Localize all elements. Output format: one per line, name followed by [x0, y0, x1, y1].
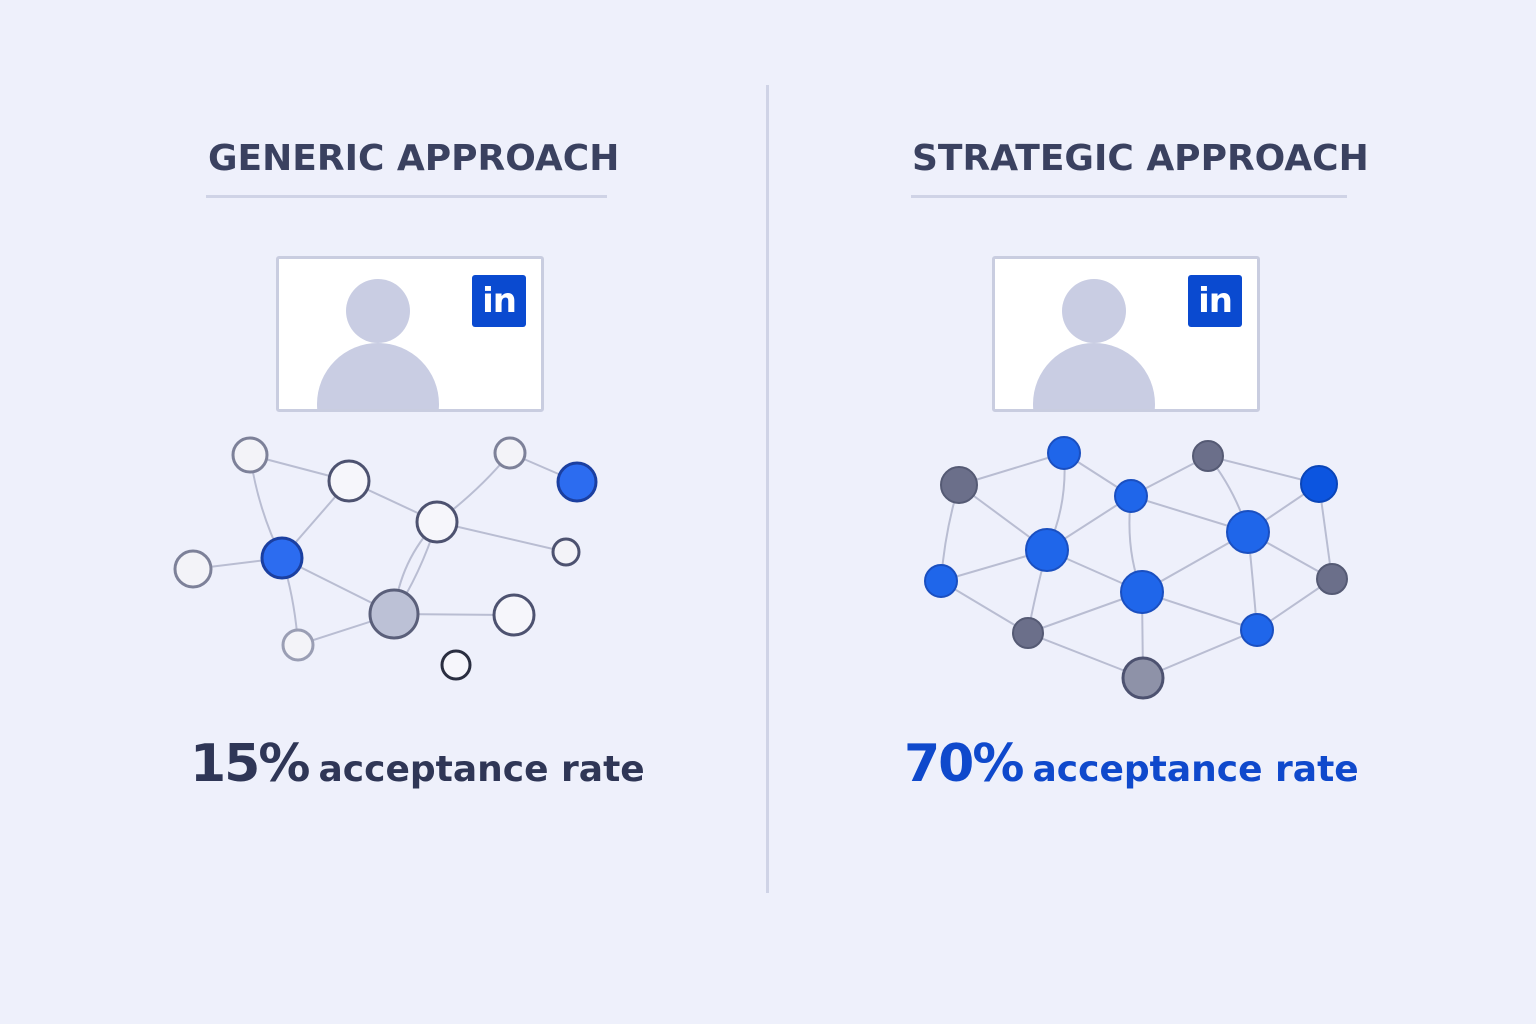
linkedin-logo-icon: in: [1188, 275, 1242, 327]
strategic-title-underline: [911, 195, 1347, 198]
center-divider: [766, 85, 769, 893]
strategic-acceptance-rate: 70% acceptance rate: [904, 734, 1359, 794]
network-node-active: [556, 461, 598, 503]
strategic-rate-label: acceptance rate: [1032, 749, 1359, 790]
network-node: [492, 593, 536, 637]
network-node: [1121, 656, 1165, 700]
network-node-active: [1025, 528, 1069, 572]
network-node: [1316, 563, 1348, 595]
user-avatar-icon: [346, 279, 410, 343]
network-node: [173, 549, 213, 589]
strategic-profile-card: in: [992, 256, 1260, 412]
generic-title-underline: [206, 195, 607, 198]
network-node-active: [1226, 510, 1270, 554]
strategic-approach-title: STRATEGIC APPROACH: [912, 138, 1369, 179]
network-node: [368, 588, 420, 640]
network-node: [940, 466, 978, 504]
network-node-active: [924, 564, 958, 598]
network-node: [231, 436, 269, 474]
linkedin-logo-icon: in: [472, 275, 526, 327]
network-node: [1192, 440, 1224, 472]
network-edge: [436, 521, 567, 553]
strategic-network-nodes: [924, 436, 1348, 700]
network-node-active: [260, 536, 304, 580]
network-node: [440, 649, 472, 681]
network-node: [281, 628, 315, 662]
generic-approach-panel: GENERIC APPROACH in: [173, 138, 645, 794]
generic-acceptance-rate: 15% acceptance rate: [190, 734, 645, 794]
network-node-active: [1047, 436, 1081, 470]
strategic-rate-value: 70%: [904, 734, 1024, 794]
network-node-active: [1300, 465, 1338, 503]
generic-network-nodes: [173, 436, 598, 681]
user-avatar-icon: [1062, 279, 1126, 343]
network-node-active: [1114, 479, 1148, 513]
network-node: [327, 459, 371, 503]
generic-profile-card: in: [276, 256, 544, 412]
strategic-network-graph: [924, 436, 1348, 700]
generic-rate-value: 15%: [190, 734, 310, 794]
generic-network-graph: [173, 436, 598, 681]
network-node: [551, 537, 581, 567]
network-node: [1012, 617, 1044, 649]
generic-approach-title: GENERIC APPROACH: [208, 138, 620, 179]
strategic-approach-panel: STRATEGIC APPROACH in: [768, 0, 1536, 1024]
network-node: [415, 500, 459, 544]
generic-rate-label: acceptance rate: [318, 749, 645, 790]
network-node: [493, 436, 527, 470]
network-edge: [1207, 455, 1320, 485]
network-node-active: [1240, 613, 1274, 647]
network-node-active: [1120, 570, 1164, 614]
